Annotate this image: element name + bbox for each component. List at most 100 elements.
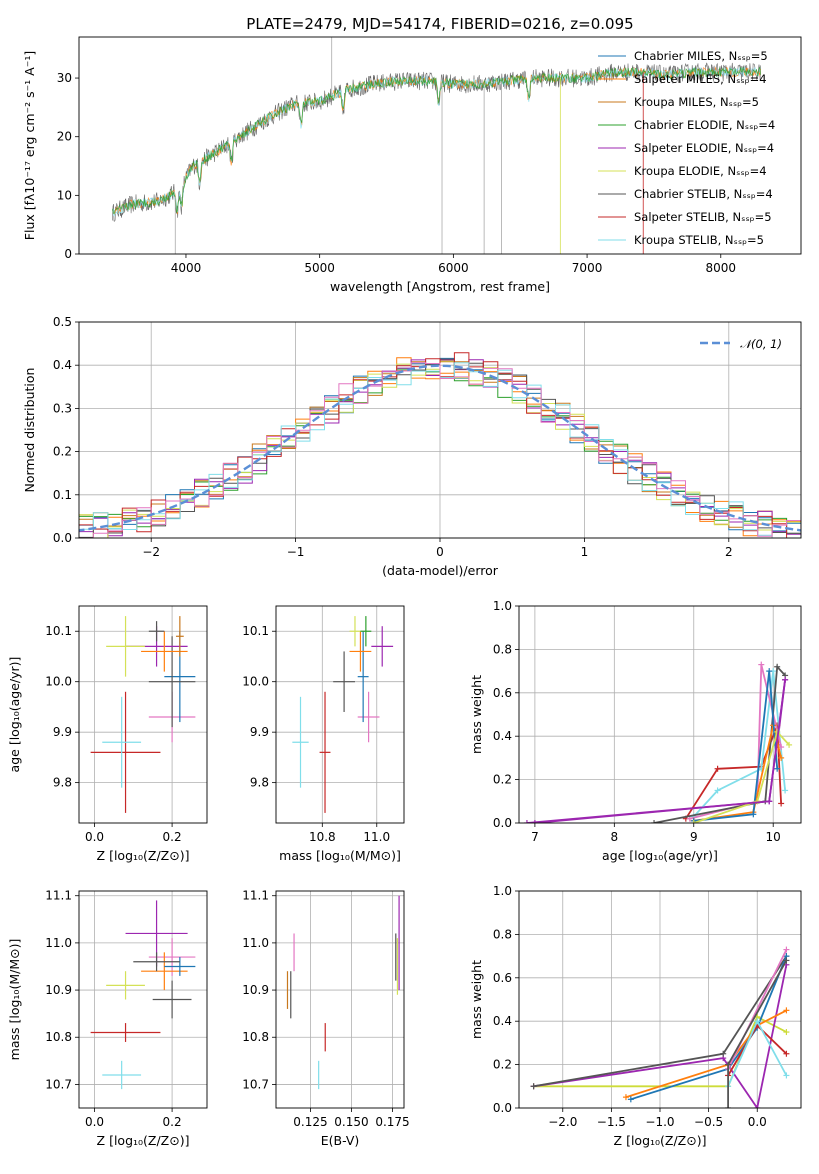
- y-tick-label: 11.0: [45, 936, 72, 950]
- x-axis-label: Z [log₁₀(Z/Z⊙)]: [97, 1133, 190, 1148]
- axes-border: [78, 890, 208, 1109]
- plot-area: [90, 616, 196, 813]
- axes-border: [275, 890, 405, 1109]
- axes-frame: 10.8 11.0 9.8 9.9 10.0 10.1 mass [log₁₀(M/M⊙)]: [242, 605, 405, 863]
- x-axis-label: age [log₁₀(age/yr)]: [602, 848, 718, 863]
- grid: [79, 321, 801, 539]
- y-tick-label: 0.8: [493, 927, 512, 941]
- massweight-line: [534, 679, 786, 823]
- plot-area: [79, 352, 801, 538]
- y-tick-label: 0.2: [493, 773, 512, 787]
- panel-spectrum: 4000 5000 6000 7000 8000 0 10 20 30 wavelength [A…: [22, 36, 802, 294]
- massweight-line: [625, 1009, 787, 1099]
- axes-frame: 4000 5000 6000 7000 8000 0 10 20 30 wavelength [A…: [22, 36, 802, 294]
- legend-label: Chabrier MILES, Nₛₛₚ=5: [634, 49, 768, 63]
- y-axis-label: mass weight: [469, 675, 484, 754]
- x-tick-label: −1.0: [645, 1115, 674, 1129]
- x-tick-label: −1: [287, 545, 305, 559]
- legend-label: Kroupa STELIB, Nₛₛₚ=5: [634, 233, 764, 247]
- panel-massweight-vs-age: 7 8 9 10 0.0 0.2 0.4 0.6 0.8 1.0 age [log₁₀(age/yr…: [469, 599, 802, 863]
- massweight-line: [630, 955, 788, 1101]
- legend-label: Kroupa MILES, Nₛₛₚ=5: [634, 95, 759, 109]
- x-tick-label: 1: [581, 545, 589, 559]
- y-tick-label: 10.1: [45, 624, 72, 638]
- y-tick-label: 9.8: [250, 776, 269, 790]
- plot-area: [286, 895, 400, 1090]
- y-tick-label: 0.0: [53, 531, 72, 545]
- x-tick-label: 0.125: [293, 1115, 327, 1129]
- axes-frame: 0.0 0.2 10.7 10.8 10.9 11.0 11.1 Z [log₁₀(Z/Z⊙)…: [7, 889, 208, 1148]
- x-axis-label: mass [log₁₀(M/M⊙)]: [279, 848, 401, 863]
- y-tick-label: 1.0: [493, 884, 512, 898]
- massweight-line: [693, 671, 779, 822]
- x-tick-label: −2: [142, 545, 160, 559]
- x-tick-label: 0.2: [163, 830, 182, 844]
- y-tick-label: 10.1: [242, 624, 269, 638]
- y-tick-label: 0.5: [53, 315, 72, 329]
- x-tick-label: 7000: [572, 261, 603, 275]
- y-tick-label: 0.6: [493, 686, 512, 700]
- panel-mass-vs-metallicity: 0.0 0.2 10.7 10.8 10.9 11.0 11.1 Z [log₁₀(Z/Z⊙)…: [7, 889, 208, 1148]
- y-tick-label: 11.0: [242, 936, 269, 950]
- x-tick-label: 0: [436, 545, 444, 559]
- y-tick-label: 10.9: [242, 983, 269, 997]
- y-axis-label: Flux [fλ10⁻¹⁷ erg cm⁻² s⁻¹ A⁻¹]: [22, 51, 37, 240]
- legend-label: Chabrier STELIB, Nₛₛₚ=4: [634, 187, 773, 201]
- massweight-line: [526, 679, 786, 823]
- x-tick-label: 8: [611, 830, 619, 844]
- x-tick-label: 10.8: [309, 830, 336, 844]
- y-tick-label: 10.8: [242, 1030, 269, 1044]
- y-tick-label: 0.2: [493, 1058, 512, 1072]
- legend-label: Salpeter MILES, Nₛₛₚ=4: [634, 72, 767, 86]
- panel-age-vs-mass: 10.8 11.0 9.8 9.9 10.0 10.1 mass [log₁₀(M/M⊙)]: [242, 605, 405, 863]
- panel-massweight-vs-metallicity: −2.0 −1.5 −1.0 −0.5 0.0 0.0 0.2 0.4 0.6 0.8 1.0 Z […: [469, 884, 802, 1148]
- y-tick-label: 9.9: [53, 725, 72, 739]
- axes-border: [518, 605, 802, 824]
- y-tick-label: 11.1: [45, 889, 72, 903]
- histogram-step: [79, 362, 801, 538]
- x-tick-label: 2: [725, 545, 733, 559]
- y-tick-label: 10.7: [242, 1077, 269, 1091]
- legend-label: Salpeter STELIB, Nₛₛₚ=5: [634, 210, 772, 224]
- y-tick-label: 0: [64, 247, 72, 261]
- x-tick-label: 0.150: [334, 1115, 368, 1129]
- x-tick-label: −1.5: [597, 1115, 626, 1129]
- x-axis-label: E(B-V): [321, 1133, 360, 1148]
- y-axis-label: mass [log₁₀(M/M⊙)]: [7, 939, 22, 1061]
- y-tick-label: 0.0: [493, 1101, 512, 1115]
- axes-frame: −2 −1 0 1 2 0.0 0.1 0.2 0.3 0.4 0.5 (data-model)/er…: [22, 315, 802, 578]
- axes-frame: 0.0 0.2 9.8 9.9 10.0 10.1 Z [log₁₀(Z/Z⊙)] age […: [7, 605, 208, 863]
- x-tick-label: 7: [531, 830, 539, 844]
- y-axis-label: mass weight: [469, 960, 484, 1039]
- y-tick-label: 10.7: [45, 1077, 72, 1091]
- axes-frame: 0.125 0.150 0.175 10.7 10.8 10.9 11.0 11.1 E(B-V…: [242, 889, 409, 1148]
- plot-area: [90, 900, 196, 1090]
- spectrum-legend: Chabrier MILES, Nₛₛₚ=5 Salpeter MILES, Nₛ…: [598, 49, 775, 247]
- x-tick-label: 6000: [438, 261, 469, 275]
- spectrum-model-line: [112, 66, 761, 215]
- massweight-line: [693, 730, 790, 823]
- y-tick-label: 0.3: [53, 401, 72, 415]
- x-tick-label: 10: [766, 830, 781, 844]
- legend-label: 𝒩(0, 1): [740, 337, 782, 351]
- x-tick-label: 0.175: [375, 1115, 409, 1129]
- x-tick-label: −2.0: [548, 1115, 577, 1129]
- y-tick-label: 10.8: [45, 1030, 72, 1044]
- y-tick-label: 10.9: [45, 983, 72, 997]
- grid: [276, 891, 404, 1108]
- axes-border: [78, 36, 802, 255]
- x-tick-label: 0.0: [85, 1115, 104, 1129]
- grid: [276, 606, 404, 823]
- x-tick-label: 8000: [706, 261, 737, 275]
- x-axis-label: wavelength [Angstrom, rest frame]: [330, 279, 550, 294]
- x-tick-label: 5000: [304, 261, 335, 275]
- y-tick-label: 10: [57, 188, 72, 202]
- legend-label: Chabrier ELODIE, Nₛₛₚ=4: [634, 118, 775, 132]
- massweight-line: [533, 964, 788, 1108]
- x-tick-label: 0.0: [748, 1115, 767, 1129]
- panel-age-vs-metallicity: 0.0 0.2 9.8 9.9 10.0 10.1 Z [log₁₀(Z/Z⊙)] age […: [7, 605, 208, 863]
- grid: [79, 606, 207, 823]
- y-tick-label: 0.8: [493, 642, 512, 656]
- axes-border: [78, 321, 802, 539]
